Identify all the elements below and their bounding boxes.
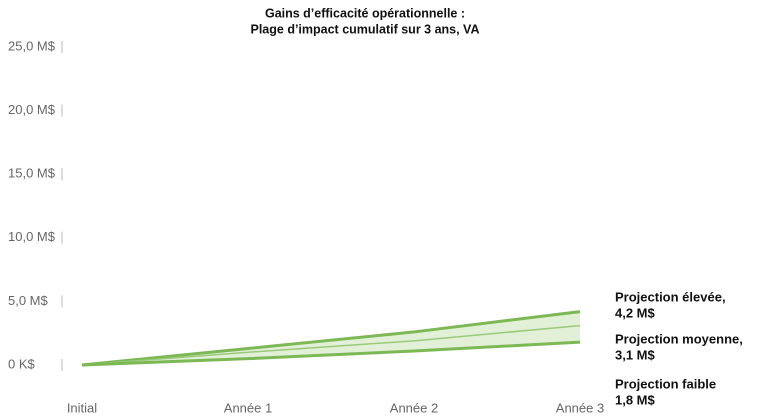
series-annotation: 3,1 M$ xyxy=(615,347,656,362)
y-tick-label: 20,0 M$ xyxy=(8,102,56,117)
x-tick-label: Année 3 xyxy=(556,400,604,415)
x-tick-label: Année 1 xyxy=(224,400,272,415)
y-tick-label: 0 K$ xyxy=(8,356,36,371)
y-tick-label: 15,0 M$ xyxy=(8,166,56,181)
series-line xyxy=(81,324,581,366)
series-line xyxy=(81,340,581,367)
series-annotation: Projection élevée, xyxy=(615,289,726,304)
series-line xyxy=(81,310,581,367)
series-annotation: Projection faible xyxy=(615,376,716,391)
y-tick-label: 5,0 M$ xyxy=(8,293,49,308)
x-tick-label: Année 2 xyxy=(390,400,438,415)
series-annotation: 1,8 M$ xyxy=(615,392,656,407)
y-tick-label: 10,0 M$ xyxy=(8,229,56,244)
x-tick-label: Initial xyxy=(67,400,97,415)
chart-title: Gains d’efficacité opérationnelle : xyxy=(265,6,465,20)
series-annotation: Projection moyenne, xyxy=(615,331,743,346)
chart-title: Plage d’impact cumulatif sur 3 ans, VA xyxy=(251,22,480,36)
y-tick-label: 25,0 M$ xyxy=(8,38,56,53)
series-annotation: 4,2 M$ xyxy=(615,305,656,320)
